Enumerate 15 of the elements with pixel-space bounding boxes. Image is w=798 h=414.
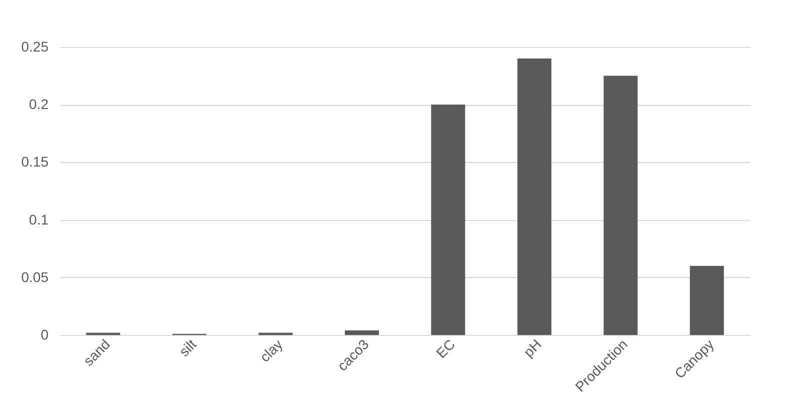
y-tick-label: 0.05 xyxy=(21,268,49,285)
y-tick-label: 0.1 xyxy=(29,211,49,228)
x-tick-label: pH xyxy=(520,336,544,360)
bar xyxy=(604,76,638,335)
x-tick-label: clay xyxy=(256,336,286,366)
x-tick-label: silt xyxy=(176,336,200,360)
y-tick-label: 0.25 xyxy=(21,38,49,54)
bar xyxy=(517,58,552,335)
bar xyxy=(690,266,724,335)
bar xyxy=(344,330,379,335)
y-tick-label: 0.2 xyxy=(29,96,49,112)
bar xyxy=(431,104,466,335)
y-tick-label: 0 xyxy=(40,326,49,342)
x-tick-label: EC xyxy=(432,336,458,362)
y-tick-label: 0.15 xyxy=(21,154,49,170)
